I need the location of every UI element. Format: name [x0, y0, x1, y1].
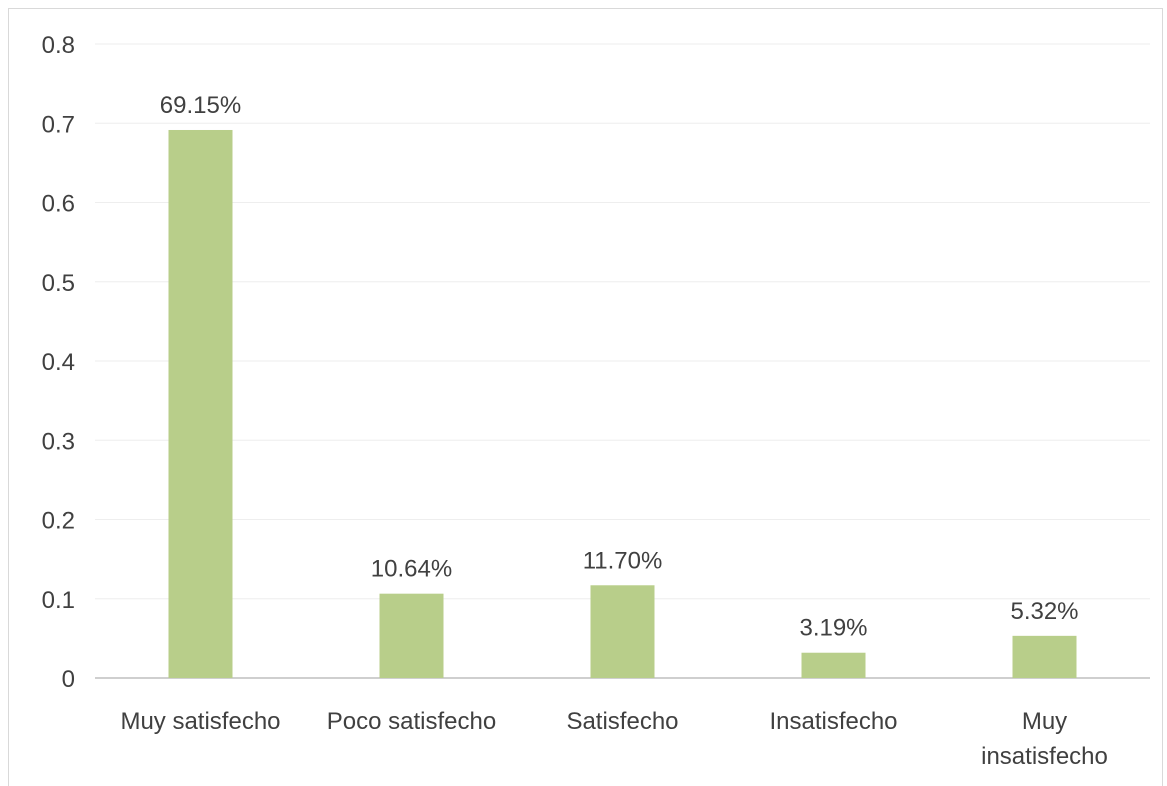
y-tick-label: 0.1: [42, 587, 75, 614]
y-tick-label: 0.8: [42, 32, 75, 59]
bar: [168, 129, 233, 678]
x-category-label: Muy satisfecho: [120, 708, 280, 735]
bar: [590, 585, 655, 678]
bar: [801, 652, 866, 678]
y-tick-label: 0.4: [42, 349, 75, 376]
bar: [1012, 635, 1077, 678]
data-label: 3.19%: [799, 615, 867, 642]
y-tick-label: 0: [62, 666, 75, 693]
data-label: 5.32%: [1010, 598, 1078, 625]
x-category-label: insatisfecho: [981, 743, 1108, 770]
x-category-label: Poco satisfecho: [327, 708, 496, 735]
data-label: 69.15%: [160, 92, 241, 119]
x-category-label: Insatisfecho: [769, 708, 897, 735]
y-tick-label: 0.2: [42, 508, 75, 535]
x-category-label: Muy: [1022, 708, 1067, 735]
y-tick-label: 0.7: [42, 111, 75, 138]
y-tick-label: 0.3: [42, 428, 75, 455]
bar: [379, 593, 444, 678]
x-category-label: Satisfecho: [566, 708, 678, 735]
data-label: 11.70%: [583, 547, 663, 574]
y-tick-label: 0.5: [42, 270, 75, 297]
data-label: 10.64%: [371, 556, 452, 583]
y-tick-label: 0.6: [42, 191, 75, 218]
